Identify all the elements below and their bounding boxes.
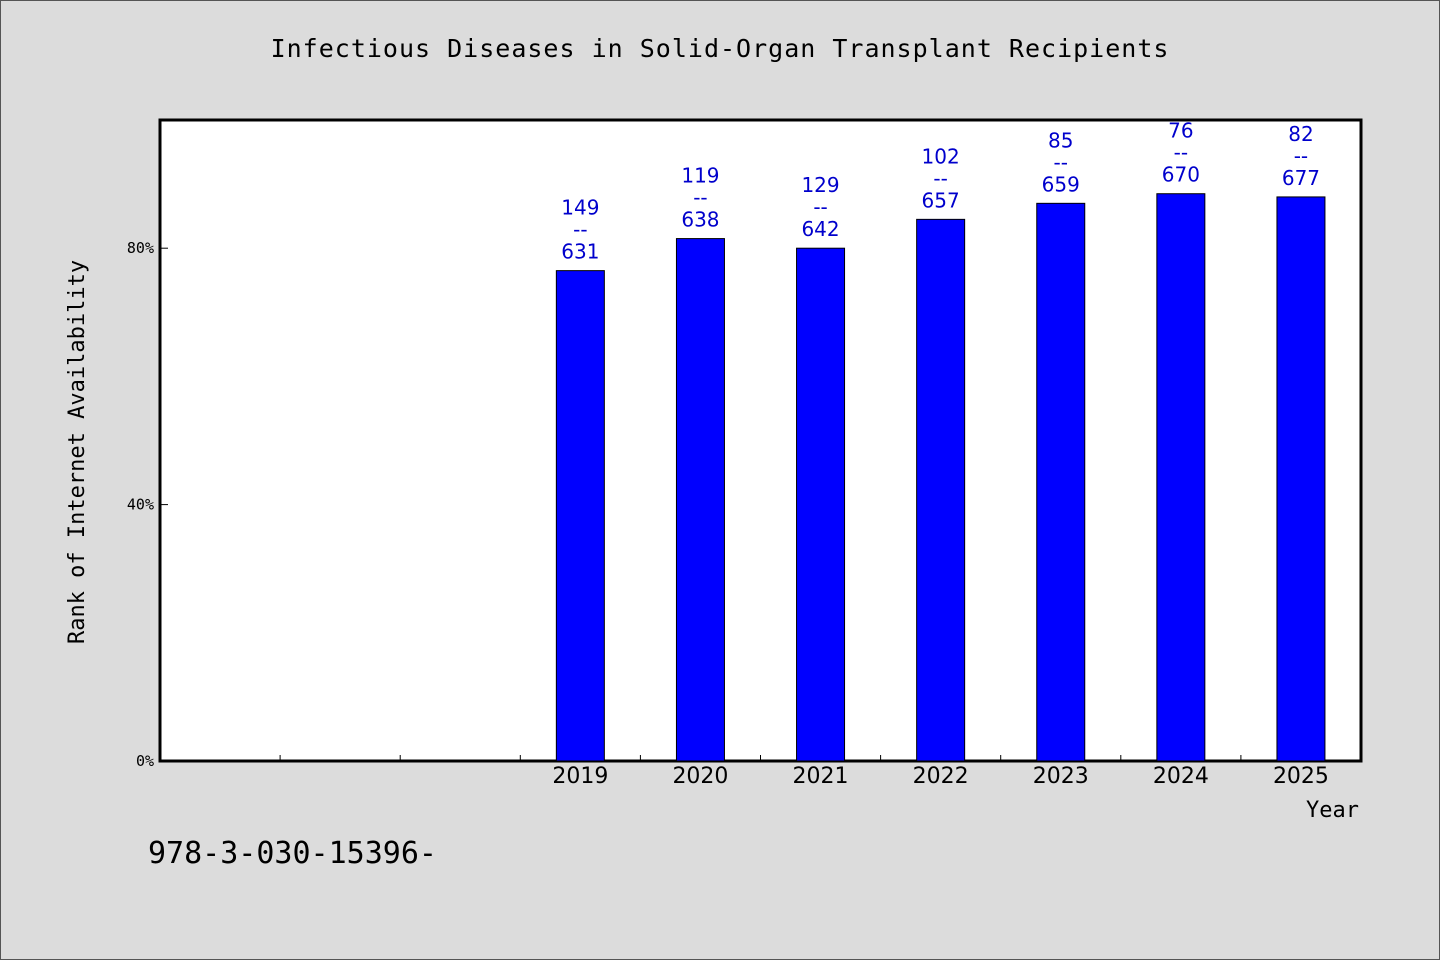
data-label: 642 [801,217,839,241]
bar [916,218,966,762]
data-label: -- [693,186,707,210]
data-label: -- [813,195,827,219]
bar [1036,202,1086,762]
data-label: 149 [561,196,599,220]
x-tick-label: 2019 [552,764,608,789]
data-label: 76 [1168,119,1193,143]
y-axis-title: Rank of Internet Availability [65,260,90,644]
x-axis-title: Year [1306,798,1359,823]
data-label: 119 [681,164,719,188]
x-tick-label: 2021 [793,764,849,789]
bar [796,247,846,762]
x-tick-label: 2023 [1033,764,1089,789]
data-label: -- [1174,141,1188,165]
data-label: 102 [922,144,960,168]
bar [1276,196,1326,762]
data-label: -- [1054,150,1068,174]
data-label: 677 [1282,166,1320,190]
y-tick-label: 80% [127,239,154,257]
data-label: 638 [681,208,719,232]
data-label: -- [933,166,947,190]
x-tick-label: 2024 [1153,764,1209,789]
x-tick-label: 2022 [913,764,969,789]
footer-text: 978-3-030-15396- [148,836,437,871]
y-tick-label: 0% [136,752,154,770]
x-tick-label: 2020 [672,764,728,789]
data-label: 82 [1288,122,1313,146]
data-label: 670 [1162,163,1200,187]
data-label: -- [1294,144,1308,168]
x-tick-label: 2025 [1273,764,1329,789]
data-label: 129 [801,173,839,197]
data-label: -- [573,218,587,242]
y-tick-label: 40% [127,496,154,514]
data-label: 659 [1042,172,1080,196]
bar [675,238,725,762]
data-label: 631 [561,240,599,264]
data-label: 657 [922,188,960,212]
chart-title: Infectious Diseases in Solid-Organ Trans… [270,34,1170,63]
data-label: 85 [1048,128,1073,152]
bar [555,270,605,762]
bar [1156,193,1206,762]
